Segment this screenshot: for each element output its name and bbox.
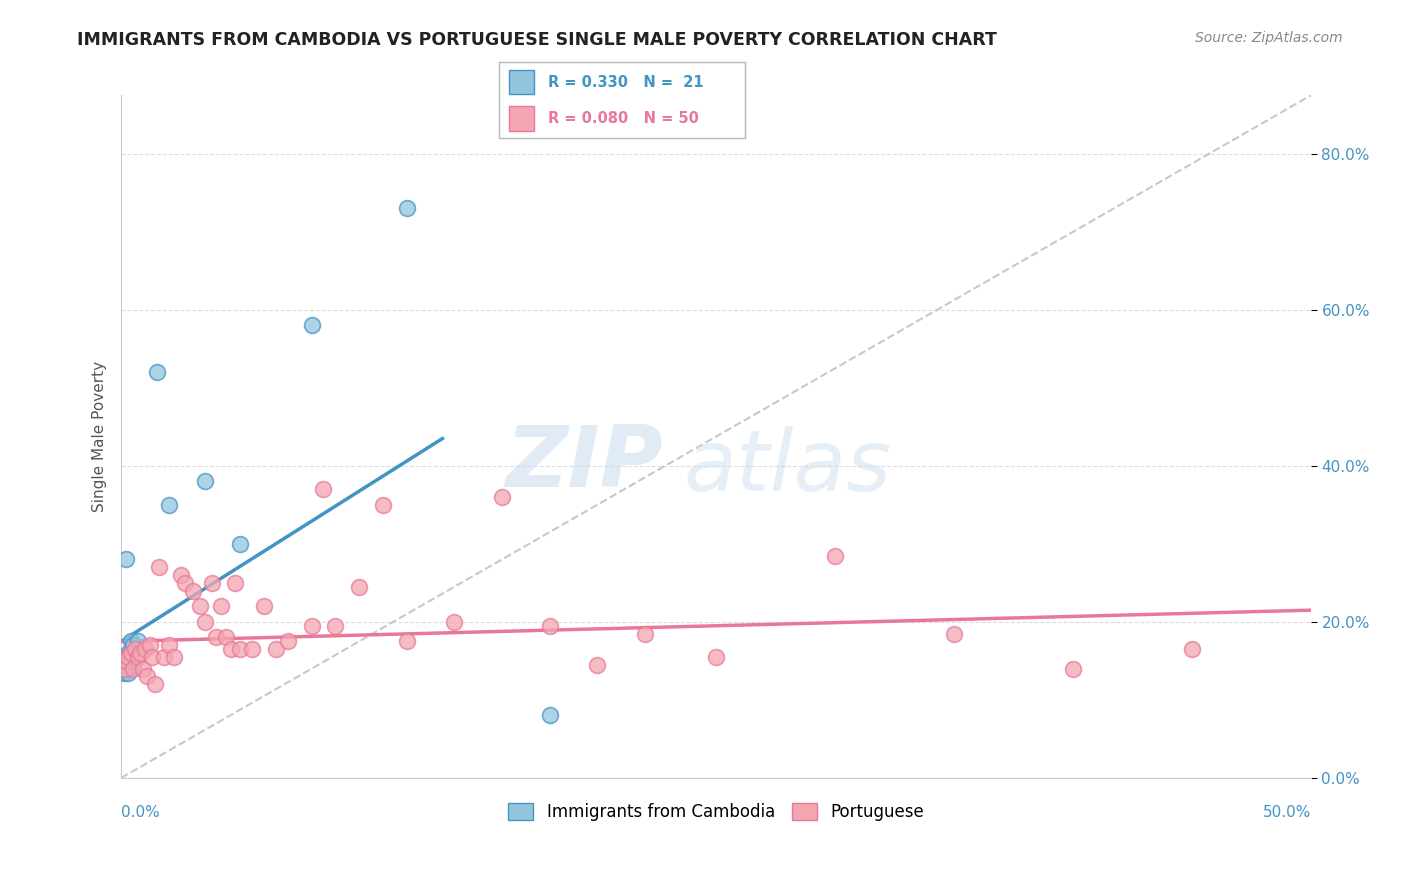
Point [120,646,142,660]
Point [112,650,135,665]
Y-axis label: Single Male Poverty: Single Male Poverty [93,361,107,512]
Text: R = 0.330   N =  21: R = 0.330 N = 21 [548,75,704,90]
Point [586,657,609,672]
Point [193,475,215,489]
Point [538,619,561,633]
Point [704,650,727,665]
Point [117,646,139,660]
Point [634,626,657,640]
Point [240,642,263,657]
Point [443,615,465,629]
Text: ZIP: ZIP [505,423,662,506]
Point [122,657,145,672]
Point [112,662,135,676]
Point [131,662,153,676]
Point [277,634,299,648]
Point [224,575,246,590]
Point [193,615,215,629]
Point [153,650,176,665]
Point [215,631,238,645]
Text: Source: ZipAtlas.com: Source: ZipAtlas.com [1195,31,1343,45]
Point [538,708,561,723]
Point [209,599,232,614]
Point [395,202,418,216]
Point [229,537,252,551]
Point [117,665,139,680]
Point [117,650,139,665]
Point [219,642,242,657]
Point [115,654,138,668]
Point [148,560,170,574]
FancyBboxPatch shape [509,106,534,130]
Point [141,650,163,665]
Point [205,631,228,645]
Point [201,575,224,590]
Point [347,580,370,594]
Point [943,626,966,640]
Point [395,634,418,648]
Point [117,657,139,672]
Point [170,568,193,582]
Point [122,662,145,676]
Point [181,583,204,598]
Point [312,482,335,496]
Point [120,634,142,648]
Text: R = 0.080   N = 50: R = 0.080 N = 50 [548,111,699,126]
Text: IMMIGRANTS FROM CAMBODIA VS PORTUGUESE SINGLE MALE POVERTY CORRELATION CHART: IMMIGRANTS FROM CAMBODIA VS PORTUGUESE S… [77,31,997,49]
Point [143,677,166,691]
Text: 0.0%: 0.0% [121,805,160,820]
FancyBboxPatch shape [509,70,534,95]
Point [115,650,138,665]
Point [112,662,135,676]
Point [117,662,139,676]
Point [371,498,394,512]
Point [824,549,846,563]
Point [162,650,184,665]
Point [325,619,347,633]
Point [112,657,135,672]
Point [129,646,152,660]
Point [146,365,169,379]
Point [253,599,276,614]
Text: atlas: atlas [683,425,891,508]
Point [491,490,513,504]
Point [139,638,162,652]
Point [115,552,138,566]
Point [301,318,323,333]
Point [124,642,146,657]
Point [112,665,135,680]
Point [301,619,323,633]
Point [188,599,211,614]
Point [127,650,149,665]
Point [122,638,145,652]
Point [174,575,197,590]
Point [157,498,180,512]
Point [120,646,142,660]
Point [229,642,252,657]
Point [157,638,180,652]
Point [136,669,159,683]
Point [134,642,156,657]
Legend: Immigrants from Cambodia, Portuguese: Immigrants from Cambodia, Portuguese [502,796,931,828]
Point [127,634,149,648]
Point [1181,642,1204,657]
Point [264,642,287,657]
Point [1062,662,1084,676]
Text: 50.0%: 50.0% [1263,805,1310,820]
